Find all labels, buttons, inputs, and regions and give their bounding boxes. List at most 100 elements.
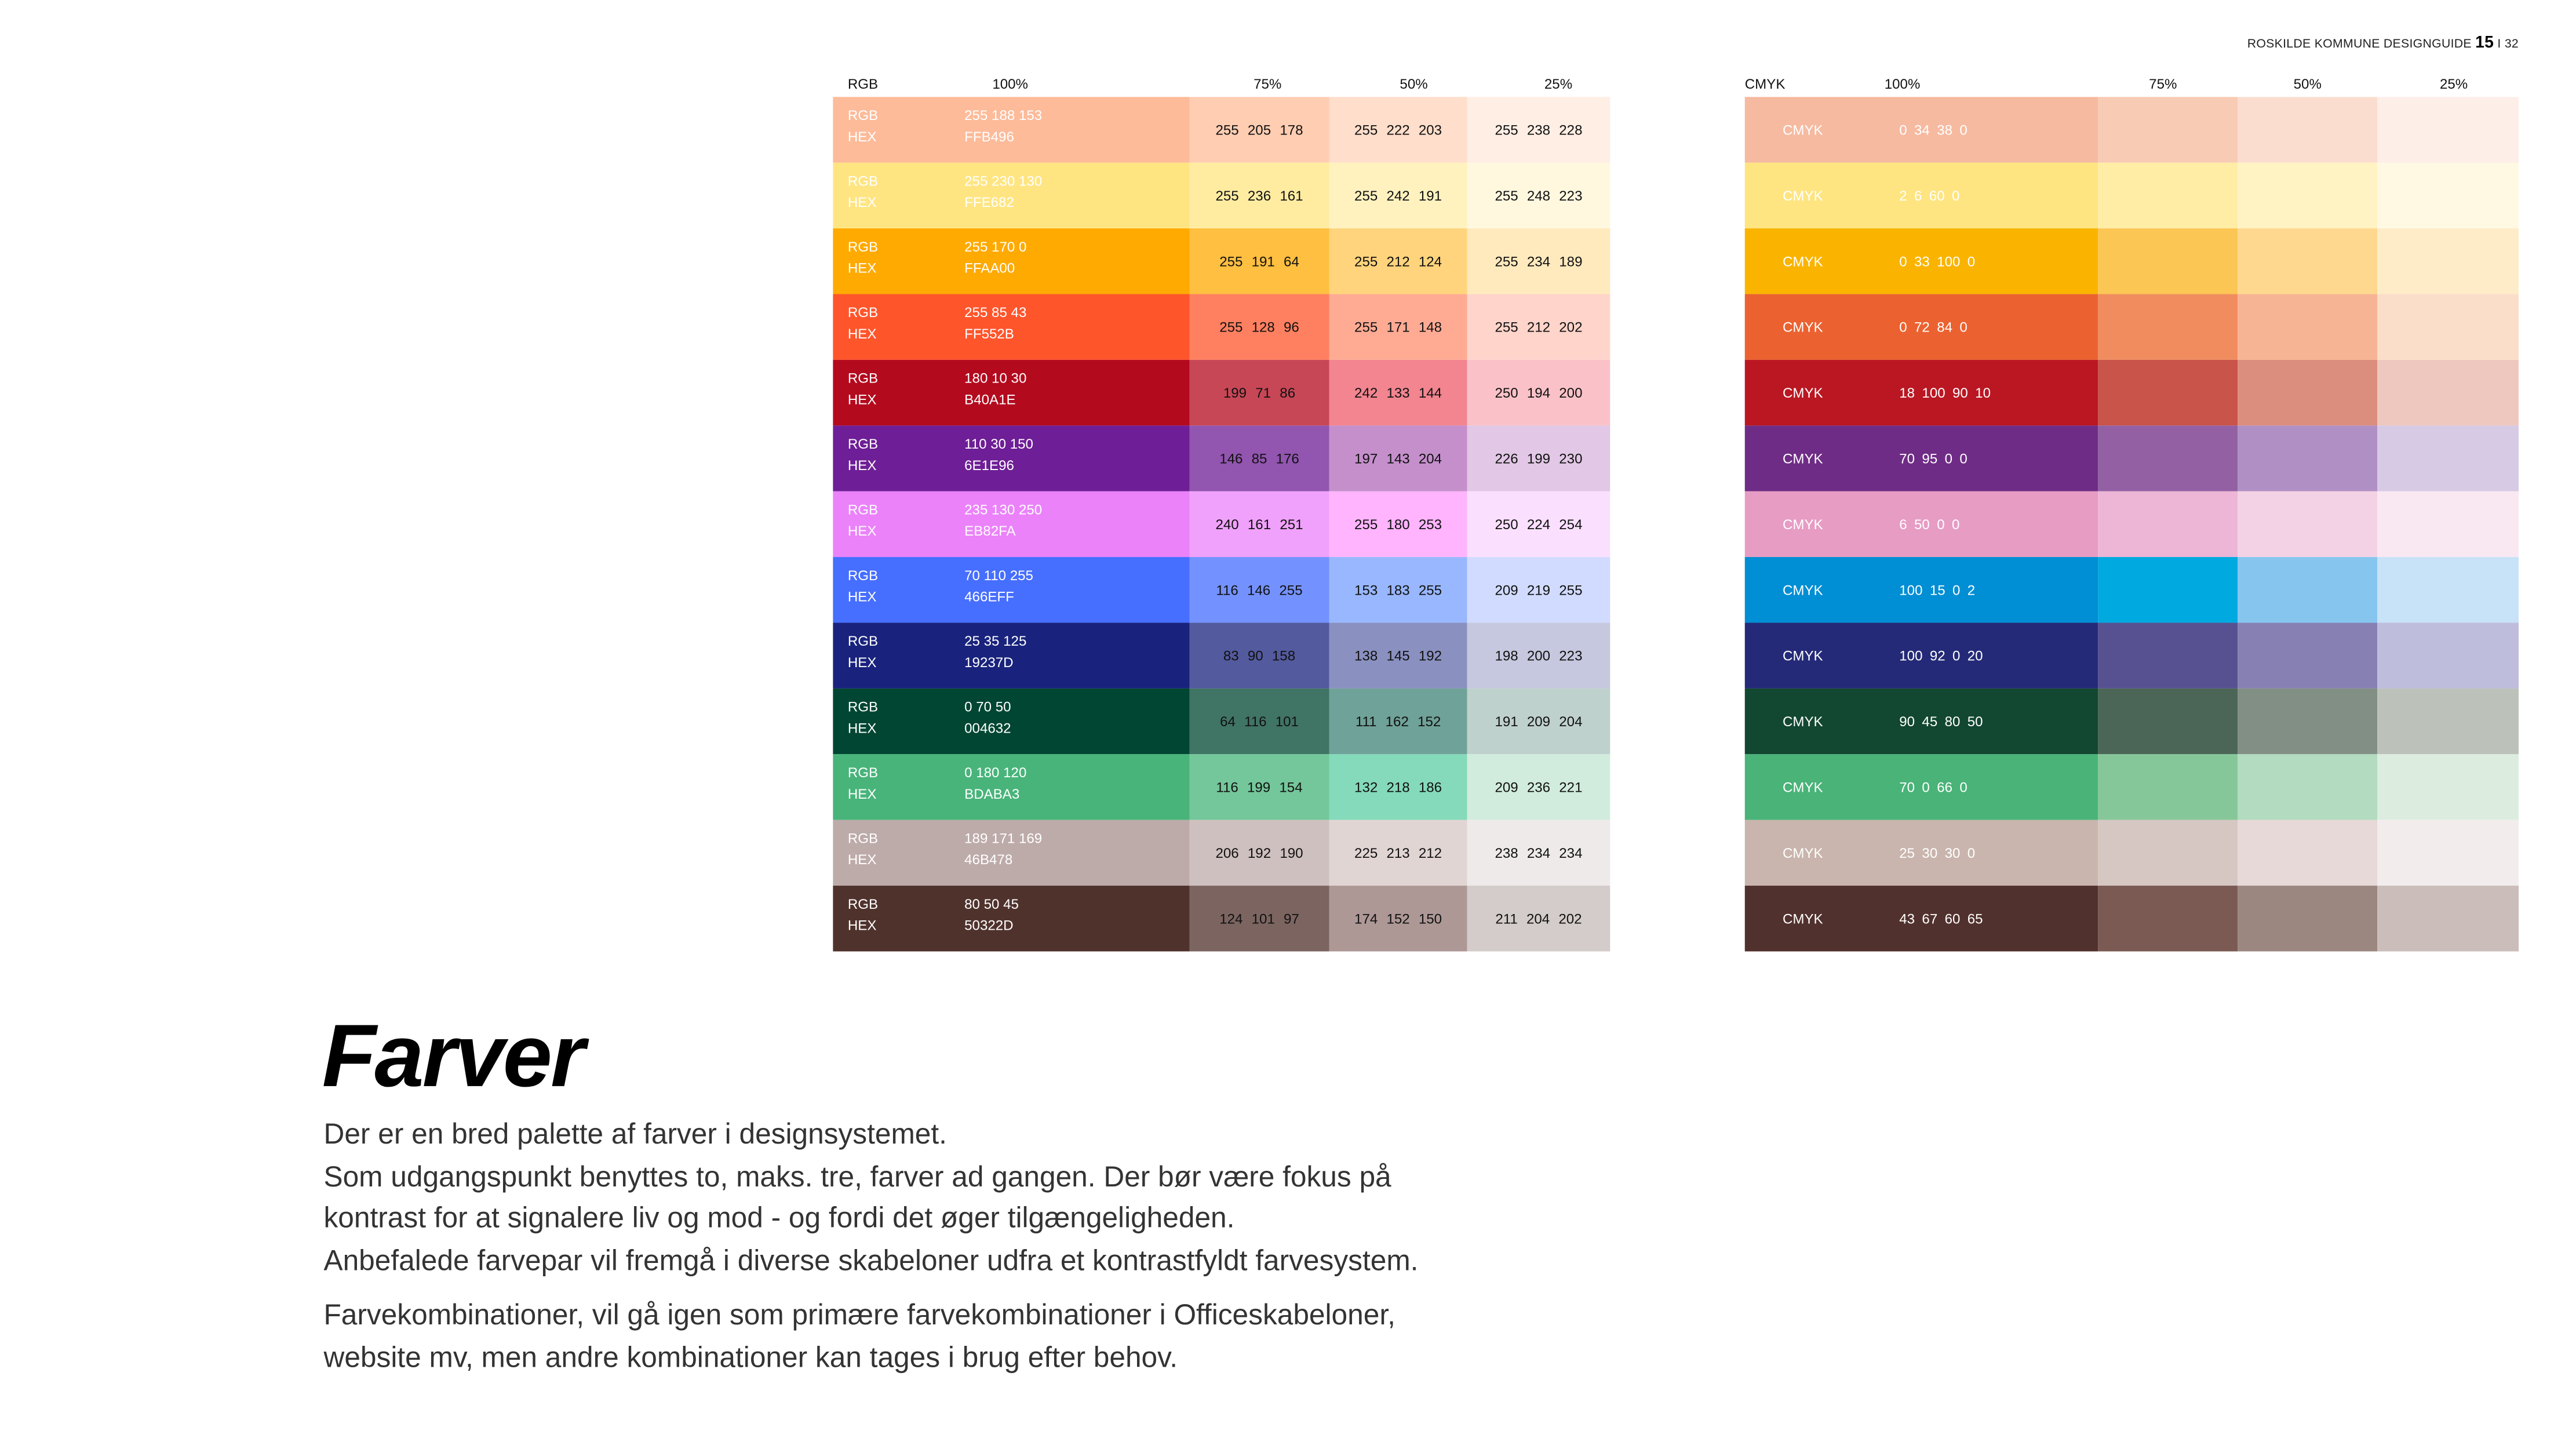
rgb-label: RGB xyxy=(847,172,879,190)
color-row: RGB HEX 0 180 120 BDABA3 116 199 154 132 218 … xyxy=(833,754,1611,820)
swatch-25: 255 212 202 xyxy=(1467,294,1611,360)
cmyk-value: 90 45 80 50 xyxy=(1899,713,1983,730)
color-row: CMYK 0 72 84 0 xyxy=(1744,294,2519,360)
swatch-25 xyxy=(2377,820,2519,886)
hex-label: HEX xyxy=(847,259,877,276)
rgb-value: 189 171 169 xyxy=(964,829,1043,847)
page-title: Farver xyxy=(322,1007,585,1106)
color-row: CMYK 70 0 66 0 xyxy=(1744,754,2519,820)
cmyk-value: 6 50 0 0 xyxy=(1899,516,1960,533)
swatch-25: 226 199 230 xyxy=(1467,425,1611,492)
swatch-100: RGB HEX 80 50 45 50322D xyxy=(833,886,1190,952)
swatch-100: CMYK 25 30 30 0 xyxy=(1744,820,2098,886)
cmyk-label: CMYK xyxy=(1782,844,1823,861)
column-header-100: 100% xyxy=(1884,75,1921,92)
swatch-75 xyxy=(2098,162,2238,229)
column-header-25: 25% xyxy=(2439,75,2468,92)
cmyk-label: CMYK xyxy=(1782,187,1823,204)
swatch-100: CMYK 0 34 38 0 xyxy=(1744,97,2098,163)
hex-value: 466EFF xyxy=(964,588,1014,605)
swatch-50: 242 133 144 xyxy=(1329,359,1467,426)
rgb-label: RGB xyxy=(847,632,879,649)
color-row: RGB HEX 255 170 0 FFAA00 255 191 64 255 212 1… xyxy=(833,228,1611,294)
rgb-label: RGB xyxy=(847,567,879,584)
swatch-75 xyxy=(2098,754,2238,820)
hex-value: B40A1E xyxy=(964,391,1016,408)
hex-label: HEX xyxy=(847,588,877,605)
rgb-value: 255 188 153 xyxy=(964,107,1043,123)
swatch-75: 83 90 158 xyxy=(1189,622,1329,689)
color-row: RGB HEX 180 10 30 B40A1E 199 71 86 242 133 14… xyxy=(833,359,1611,426)
swatch-50: 255 180 253 xyxy=(1329,491,1467,558)
swatch-50: 255 212 124 xyxy=(1329,228,1467,294)
color-row: CMYK 70 95 0 0 xyxy=(1744,425,2519,492)
swatch-100: RGB HEX 255 85 43 FF552B xyxy=(833,294,1190,360)
swatch-50 xyxy=(2238,359,2378,426)
color-row: RGB HEX 189 171 169 46B478 206 192 190 225 21… xyxy=(833,820,1611,886)
swatch-50 xyxy=(2238,97,2378,163)
swatch-50: 132 218 186 xyxy=(1329,754,1467,820)
swatch-100: RGB HEX 189 171 169 46B478 xyxy=(833,820,1190,886)
swatch-50: 255 242 191 xyxy=(1329,162,1467,229)
swatch-100: RGB HEX 235 130 250 EB82FA xyxy=(833,491,1190,558)
swatch-50: 225 213 212 xyxy=(1329,820,1467,886)
hex-label: HEX xyxy=(847,916,877,934)
swatch-100: RGB HEX 110 30 150 6E1E96 xyxy=(833,425,1190,492)
cmyk-value: 100 15 0 2 xyxy=(1899,581,1976,598)
swatch-75 xyxy=(2098,97,2238,163)
color-row: RGB HEX 255 230 130 FFE682 255 236 161 255 24… xyxy=(833,162,1611,229)
hex-value: FFAA00 xyxy=(964,259,1015,276)
rgb-label: RGB xyxy=(847,304,879,321)
hex-value: 50322D xyxy=(964,916,1014,934)
rgb-value: 235 130 250 xyxy=(964,501,1043,518)
swatch-75: 199 71 86 xyxy=(1189,359,1329,426)
swatch-25 xyxy=(2377,359,2519,426)
swatch-25: 255 234 189 xyxy=(1467,228,1611,294)
swatch-25: 238 234 234 xyxy=(1467,820,1611,886)
hex-value: BDABA3 xyxy=(964,785,1020,802)
rgb-value: 0 70 50 xyxy=(964,698,1011,715)
swatch-25 xyxy=(2377,425,2519,492)
swatch-75: 240 161 251 xyxy=(1189,491,1329,558)
swatch-75: 64 116 101 xyxy=(1189,688,1329,755)
cmyk-value: 0 34 38 0 xyxy=(1899,121,1967,139)
color-row: CMYK 43 67 60 65 xyxy=(1744,886,2519,952)
hex-label: HEX xyxy=(847,194,877,210)
swatch-50 xyxy=(2238,228,2378,294)
swatch-75 xyxy=(2098,688,2238,755)
color-row: RGB HEX 70 110 255 466EFF 116 146 255 153 183… xyxy=(833,557,1611,623)
page-total: 32 xyxy=(2504,36,2519,51)
color-row: CMYK 2 6 60 0 xyxy=(1744,162,2519,229)
hex-value: 19237D xyxy=(964,654,1014,671)
swatch-75: 116 146 255 xyxy=(1189,557,1329,623)
combinations-paragraph: Farvekombinationer, vil gå igen som prim… xyxy=(323,1295,1395,1379)
column-header-25: 25% xyxy=(1544,75,1573,92)
swatch-75 xyxy=(2098,359,2238,426)
rgb-value: 0 180 120 xyxy=(964,764,1027,781)
page-number: 15 xyxy=(2475,34,2494,53)
paragraph-line: Der er en bred palette af farver i desig… xyxy=(323,1117,947,1151)
rgb-value: 110 30 150 xyxy=(964,435,1033,452)
cmyk-value: 100 92 0 20 xyxy=(1899,647,1983,664)
cmyk-label: CMYK xyxy=(1782,910,1823,927)
swatch-100: CMYK 90 45 80 50 xyxy=(1744,688,2098,755)
rgb-label: RGB xyxy=(847,764,879,781)
color-row: RGB HEX 25 35 125 19237D 83 90 158 138 145 19… xyxy=(833,622,1611,689)
cmyk-label: CMYK xyxy=(1782,516,1823,533)
swatch-50: 138 145 192 xyxy=(1329,622,1467,689)
swatch-100: CMYK 0 72 84 0 xyxy=(1744,294,2098,360)
cmyk-label: CMYK xyxy=(1782,318,1823,336)
swatch-50: 174 152 150 xyxy=(1329,886,1467,952)
swatch-25 xyxy=(2377,688,2519,755)
swatch-25 xyxy=(2377,228,2519,294)
column-header-rgb: RGB xyxy=(847,75,879,92)
swatch-75: 255 128 96 xyxy=(1189,294,1329,360)
swatch-50 xyxy=(2238,820,2378,886)
hex-value: FFB496 xyxy=(964,128,1014,145)
swatch-25 xyxy=(2377,294,2519,360)
cmyk-label: CMYK xyxy=(1782,384,1823,401)
swatch-100: CMYK 100 92 0 20 xyxy=(1744,622,2098,689)
hex-label: HEX xyxy=(847,851,877,868)
swatch-100: RGB HEX 180 10 30 B40A1E xyxy=(833,359,1190,426)
swatch-50 xyxy=(2238,622,2378,689)
